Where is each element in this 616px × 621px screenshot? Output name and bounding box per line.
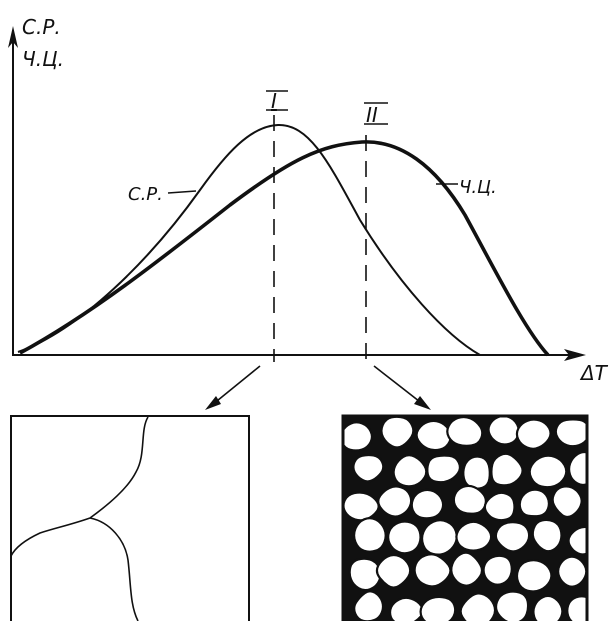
- grain: [566, 595, 587, 621]
- curve-label-sr: С.Р.: [128, 184, 163, 205]
- grain: [343, 421, 374, 452]
- grain: [377, 485, 413, 518]
- grain: [446, 416, 484, 447]
- grain: [419, 595, 457, 621]
- grain: [494, 521, 531, 553]
- grain: [528, 454, 568, 489]
- sr-leader-line: [167, 190, 197, 194]
- grain: [567, 525, 587, 556]
- grain: [426, 454, 462, 484]
- arrow-right-head: [414, 396, 431, 410]
- grain: [531, 518, 563, 553]
- grain: [352, 453, 385, 483]
- grain: [343, 491, 380, 522]
- grain: [554, 418, 587, 448]
- grain: [452, 484, 487, 515]
- y-axis-label-sr: С.Р.: [22, 15, 61, 39]
- grain: [380, 416, 415, 449]
- right-micrograph: [343, 416, 587, 621]
- grain: [388, 596, 425, 621]
- grain-boundary: [89, 416, 149, 519]
- marker-label-ii: II: [366, 103, 378, 127]
- grain: [462, 455, 491, 490]
- arrow-to-right-micrograph: [373, 365, 425, 406]
- curve-label-chc: Ч.Ц.: [459, 177, 497, 198]
- curve-chc: [19, 140, 550, 357]
- grain: [410, 488, 445, 520]
- grain: [515, 418, 552, 450]
- grain: [450, 551, 484, 587]
- grain: [415, 419, 452, 452]
- grain: [352, 517, 387, 553]
- grain: [455, 520, 493, 552]
- grain: [483, 491, 516, 522]
- y-axis-label-chc: Ч.Ц.: [22, 47, 64, 71]
- axes: [8, 26, 586, 361]
- arrow-to-left-micrograph: [211, 365, 261, 406]
- grain: [420, 519, 458, 556]
- grain: [494, 590, 530, 621]
- grain: [348, 557, 382, 592]
- x-axis-label: ΔT: [579, 361, 609, 385]
- grain: [515, 559, 553, 593]
- y-axis-arrowhead: [8, 26, 18, 48]
- grain: [490, 452, 524, 487]
- grain-boundary: [10, 517, 91, 557]
- grain: [459, 592, 497, 621]
- grain: [392, 454, 428, 488]
- grain-boundary: [89, 517, 139, 621]
- grain: [551, 485, 583, 519]
- grain: [567, 450, 587, 487]
- grain: [482, 554, 513, 586]
- grain: [532, 594, 564, 621]
- grain: [413, 553, 452, 588]
- x-axis-arrowhead: [564, 349, 586, 361]
- grain: [487, 416, 520, 446]
- grain: [557, 555, 587, 588]
- left-micrograph: [10, 415, 250, 621]
- grain: [518, 488, 551, 518]
- curve-sr: [17, 123, 481, 356]
- marker-label-i: I: [271, 89, 277, 113]
- arrow-left-head: [205, 396, 221, 410]
- grain: [375, 553, 412, 589]
- right-micrograph-border: [341, 414, 589, 621]
- grain: [387, 520, 422, 555]
